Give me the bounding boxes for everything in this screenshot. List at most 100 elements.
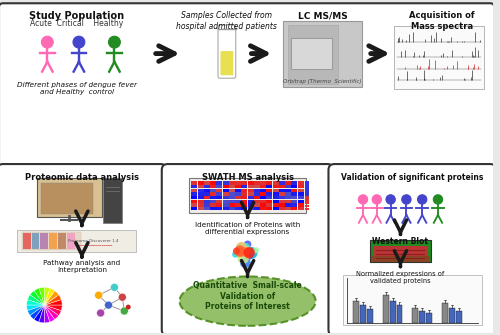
Bar (204, 192, 210, 196)
Wedge shape (44, 305, 50, 323)
Wedge shape (34, 305, 44, 322)
Bar (242, 200, 248, 203)
Bar (210, 207, 216, 210)
Bar (50, 233, 57, 249)
Circle shape (246, 248, 252, 254)
Bar (222, 203, 228, 207)
Wedge shape (39, 305, 44, 323)
Bar (192, 189, 198, 192)
Bar (260, 181, 266, 185)
Bar (272, 203, 278, 207)
Bar (222, 181, 228, 185)
Wedge shape (44, 305, 55, 322)
Bar (235, 200, 241, 203)
Bar (292, 196, 298, 199)
Circle shape (108, 36, 120, 48)
Bar (204, 181, 210, 185)
Wedge shape (44, 299, 62, 305)
FancyBboxPatch shape (370, 240, 430, 262)
Bar (260, 196, 266, 199)
Bar (242, 181, 248, 185)
Bar (260, 203, 266, 207)
Circle shape (234, 245, 246, 256)
Text: Different phases of dengue fever
and Healthy  control: Different phases of dengue fever and Hea… (17, 82, 137, 95)
Bar (229, 200, 235, 203)
Bar (266, 200, 272, 203)
Bar (272, 189, 278, 192)
Bar (272, 181, 278, 185)
Bar (260, 207, 266, 210)
Bar (298, 196, 304, 199)
Ellipse shape (180, 276, 316, 326)
Wedge shape (30, 291, 44, 305)
FancyBboxPatch shape (283, 21, 362, 87)
Text: Study Population: Study Population (30, 11, 124, 21)
Bar (292, 203, 298, 207)
Bar (266, 207, 272, 210)
Circle shape (110, 283, 118, 291)
Bar (210, 203, 216, 207)
Text: Samples Collected from
hospital admitted patients: Samples Collected from hospital admitted… (176, 11, 278, 30)
FancyBboxPatch shape (37, 178, 102, 217)
Circle shape (253, 247, 259, 253)
Bar (298, 185, 304, 188)
Bar (229, 189, 235, 192)
Bar (360, 305, 366, 323)
Bar (456, 311, 462, 323)
Text: Acute  Critical    Healthy: Acute Critical Healthy (30, 19, 124, 28)
Bar (58, 233, 66, 249)
Bar (279, 189, 285, 192)
Circle shape (240, 247, 250, 257)
Circle shape (237, 244, 246, 253)
Bar (204, 207, 210, 210)
Bar (305, 202, 308, 204)
FancyBboxPatch shape (220, 51, 234, 75)
Bar (260, 189, 266, 192)
Bar (292, 181, 298, 185)
Bar (229, 185, 235, 188)
FancyBboxPatch shape (41, 184, 93, 214)
FancyBboxPatch shape (103, 178, 122, 223)
Bar (266, 189, 272, 192)
Bar (242, 189, 248, 192)
Bar (260, 185, 266, 188)
Bar (266, 181, 272, 185)
Bar (204, 200, 210, 203)
Text: Western Blot: Western Blot (372, 237, 428, 246)
Bar (292, 200, 298, 203)
Wedge shape (44, 305, 62, 311)
Bar (248, 200, 254, 203)
Circle shape (73, 36, 85, 48)
Circle shape (120, 307, 128, 315)
Circle shape (238, 247, 246, 256)
Bar (353, 301, 359, 323)
Bar (229, 192, 235, 196)
Bar (412, 308, 418, 323)
Bar (216, 207, 222, 210)
Circle shape (104, 301, 112, 309)
Wedge shape (28, 305, 44, 316)
Bar (248, 189, 254, 192)
Bar (222, 196, 228, 199)
Bar (22, 233, 30, 249)
Bar (198, 196, 203, 199)
Wedge shape (26, 299, 44, 305)
Bar (272, 192, 278, 196)
Text: Orbitrap (Thermo  Scientific): Orbitrap (Thermo Scientific) (284, 79, 362, 84)
Bar (260, 192, 266, 196)
Bar (272, 207, 278, 210)
Text: Pathway analysis and
Interpretation: Pathway analysis and Interpretation (43, 260, 120, 273)
FancyBboxPatch shape (292, 38, 332, 69)
FancyBboxPatch shape (343, 275, 482, 325)
Bar (279, 200, 285, 203)
Bar (204, 185, 210, 188)
Bar (285, 185, 291, 188)
Bar (285, 181, 291, 185)
Bar (374, 246, 427, 260)
Text: Quantitative  Small-scale
Validation of
Proteins of Interest: Quantitative Small-scale Validation of P… (193, 281, 302, 311)
Circle shape (241, 251, 247, 257)
Circle shape (240, 246, 249, 255)
Bar (222, 185, 228, 188)
Bar (216, 192, 222, 196)
Bar (298, 192, 304, 196)
